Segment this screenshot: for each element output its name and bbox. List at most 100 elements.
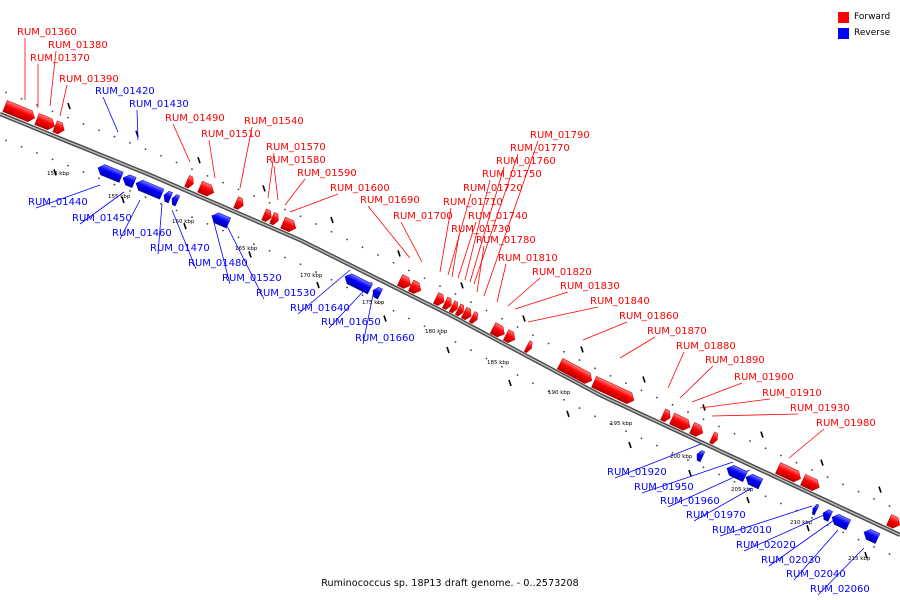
guide-dot bbox=[160, 202, 162, 205]
guide-dot bbox=[20, 145, 23, 148]
guide-dot bbox=[640, 389, 643, 392]
gene-label-rum-01440: RUM_01440 bbox=[28, 197, 88, 208]
reverse-gene-arrow bbox=[831, 514, 851, 531]
gene-label-rum-02060: RUM_02060 bbox=[810, 584, 870, 595]
scale-label: 215 kbp bbox=[848, 556, 871, 562]
major-tick bbox=[330, 216, 334, 224]
guide-dot bbox=[361, 246, 364, 249]
forward-leader-line bbox=[788, 428, 825, 459]
forward-gene-arrow bbox=[233, 196, 244, 210]
scale-label: 165 kbp bbox=[235, 246, 258, 252]
reverse-gene-arrow bbox=[822, 509, 833, 522]
guide-dot bbox=[857, 538, 860, 541]
major-tick bbox=[760, 431, 764, 438]
major-tick bbox=[262, 185, 266, 192]
guide-dot bbox=[811, 469, 813, 471]
guide-dot bbox=[222, 181, 224, 184]
guide-dot bbox=[222, 229, 224, 232]
guide-dot bbox=[191, 216, 193, 219]
gene-label-rum-01650: RUM_01650 bbox=[321, 317, 381, 328]
forward-gene-arrow bbox=[184, 175, 194, 189]
forward-gene-arrow bbox=[468, 311, 478, 324]
forward-leader-line bbox=[289, 193, 339, 213]
legend-forward: Forward bbox=[838, 9, 900, 25]
reverse-swatch bbox=[838, 27, 849, 39]
reverse-leader-line bbox=[719, 505, 813, 537]
guide-dot bbox=[113, 183, 116, 186]
guide-dot bbox=[377, 302, 379, 304]
reverse-gene-arrow bbox=[163, 190, 173, 204]
gene-label-rum-01900: RUM_01900 bbox=[734, 372, 794, 383]
major-tick bbox=[383, 315, 387, 322]
guide-dot bbox=[439, 333, 441, 335]
forward-gene-arrow bbox=[709, 431, 718, 445]
major-tick bbox=[397, 250, 401, 257]
scale-label: 190 kbp bbox=[548, 390, 571, 396]
forward-leader-line bbox=[367, 205, 411, 259]
gene-label-rum-01660: RUM_01660 bbox=[355, 333, 415, 344]
gene-label-rum-01590: RUM_01590 bbox=[297, 168, 357, 179]
forward-gene-arrow bbox=[660, 408, 671, 422]
guide-dot bbox=[718, 425, 720, 428]
guide-dot bbox=[392, 309, 395, 312]
reverse-gene-arrow bbox=[812, 503, 820, 516]
forward-gene-arrow bbox=[2, 100, 35, 123]
guide-dot bbox=[129, 141, 131, 144]
scale-label: 205 kbp bbox=[731, 487, 754, 493]
guide-dot bbox=[284, 256, 286, 259]
guide-dot bbox=[640, 437, 643, 440]
legend-reverse: Reverse bbox=[838, 25, 900, 41]
gene-label-rum-01880: RUM_01880 bbox=[676, 341, 736, 352]
forward-gene-arrow bbox=[407, 279, 422, 294]
forward-gene-arrow bbox=[448, 300, 458, 314]
guide-dot bbox=[811, 517, 813, 519]
guide-dot bbox=[702, 418, 705, 421]
guide-dot bbox=[5, 91, 7, 94]
guide-dot bbox=[764, 447, 767, 450]
guide-dot bbox=[191, 168, 193, 171]
gene-label-rum-01570: RUM_01570 bbox=[266, 142, 326, 153]
forward-leader-line bbox=[679, 365, 714, 399]
gene-label-rum-01470: RUM_01470 bbox=[150, 243, 210, 254]
guide-dot bbox=[5, 139, 7, 142]
gene-label-rum-01480: RUM_01480 bbox=[188, 258, 248, 269]
guide-dot bbox=[578, 359, 581, 361]
forward-leader-line bbox=[619, 336, 656, 359]
guide-dot bbox=[206, 175, 209, 177]
major-tick bbox=[508, 379, 512, 387]
reverse-gene-arrow bbox=[211, 212, 232, 229]
scale-label: 150 kbp bbox=[47, 171, 70, 177]
guide-dot bbox=[733, 480, 736, 483]
forward-gene-arrow bbox=[591, 376, 635, 405]
guide-dot bbox=[36, 104, 38, 106]
gene-label-rum-01690: RUM_01690 bbox=[360, 195, 420, 206]
major-tick bbox=[460, 282, 464, 289]
forward-gene-arrow bbox=[432, 292, 445, 306]
gene-label-rum-01980: RUM_01980 bbox=[816, 418, 876, 429]
guide-dot bbox=[609, 375, 612, 377]
gene-label-rum-01700: RUM_01700 bbox=[393, 211, 453, 222]
guide-dot bbox=[578, 407, 581, 409]
forward-leader-line bbox=[527, 306, 599, 323]
guide-dot bbox=[299, 215, 302, 218]
guide-dot bbox=[547, 390, 550, 393]
gene-label-rum-01530: RUM_01530 bbox=[256, 288, 316, 299]
reverse-leader-line bbox=[743, 513, 827, 552]
guide-dot bbox=[98, 177, 100, 180]
forward-leader-line bbox=[711, 413, 799, 417]
reverse-leader-line bbox=[157, 203, 163, 255]
gene-label-rum-01510: RUM_01510 bbox=[201, 129, 261, 140]
forward-gene-arrow bbox=[454, 303, 464, 317]
forward-leader-line bbox=[582, 321, 628, 341]
gene-label-rum-01950: RUM_01950 bbox=[634, 482, 694, 493]
gene-label-rum-01390: RUM_01390 bbox=[59, 74, 119, 85]
guide-dot bbox=[563, 398, 565, 401]
forward-gene-arrow bbox=[800, 473, 820, 491]
forward-gene-arrow bbox=[34, 113, 55, 131]
legend: Forward Reverse bbox=[838, 9, 900, 41]
gene-label-rum-01540: RUM_01540 bbox=[244, 116, 304, 127]
guide-dot bbox=[299, 263, 302, 266]
guide-dot bbox=[361, 294, 364, 297]
major-tick bbox=[642, 376, 646, 383]
gene-label-rum-01430: RUM_01430 bbox=[129, 99, 189, 110]
